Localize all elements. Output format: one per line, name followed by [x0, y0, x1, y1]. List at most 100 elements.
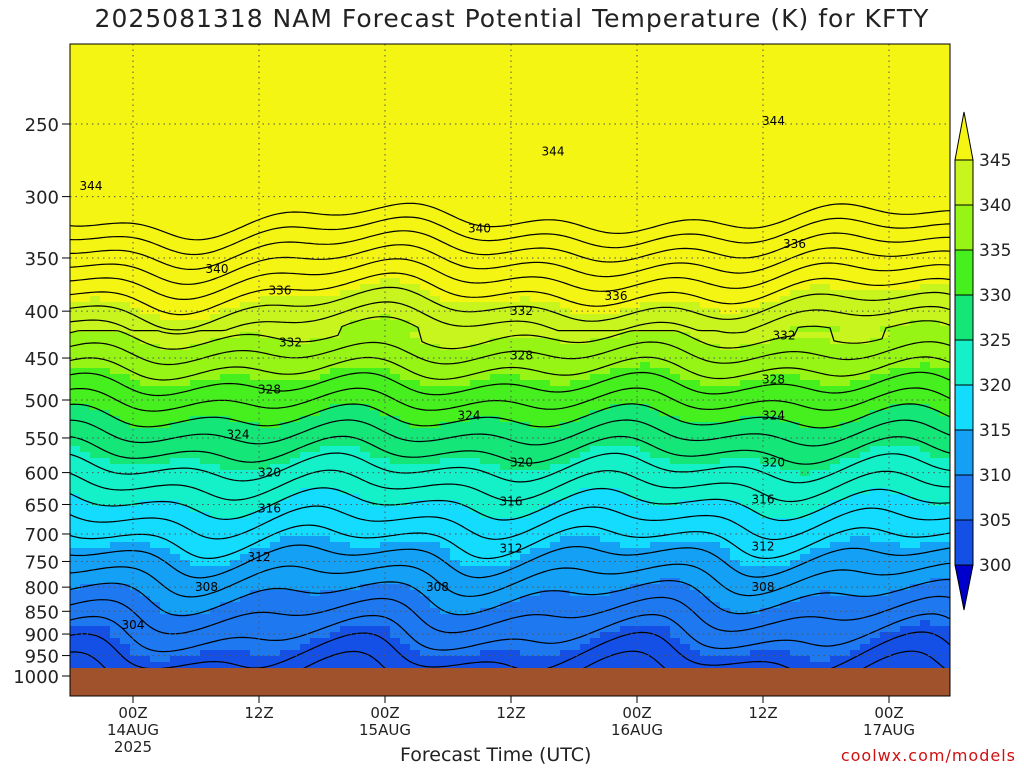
- band-cell: [490, 332, 501, 339]
- band-cell: [70, 494, 81, 501]
- band-cell: [400, 644, 411, 651]
- band-cell: [500, 134, 511, 141]
- band-cell: [500, 320, 511, 327]
- band-cell: [180, 416, 191, 423]
- band-cell: [490, 506, 501, 513]
- band-cell: [290, 86, 301, 93]
- band-cell: [240, 638, 251, 645]
- band-cell: [80, 272, 91, 279]
- band-cell: [460, 200, 471, 207]
- band-cell: [470, 458, 481, 465]
- band-cell: [490, 224, 501, 231]
- band-cell: [460, 92, 471, 99]
- band-cell: [290, 662, 301, 669]
- band-cell: [310, 320, 321, 327]
- band-cell: [190, 434, 201, 441]
- band-cell: [460, 590, 471, 597]
- band-cell: [330, 248, 341, 255]
- band-cell: [230, 152, 241, 159]
- band-cell: [260, 194, 271, 201]
- band-cell: [390, 98, 401, 105]
- band-cell: [320, 296, 331, 303]
- band-cell: [410, 50, 421, 57]
- band-cell: [190, 392, 201, 399]
- band-cell: [450, 626, 461, 633]
- band-cell: [140, 68, 151, 75]
- band-cell: [160, 146, 171, 153]
- band-cell: [140, 278, 151, 285]
- band-cell: [380, 530, 391, 537]
- band-cell: [220, 296, 231, 303]
- band-cell: [160, 230, 171, 237]
- band-cell: [190, 350, 201, 357]
- band-cell: [480, 68, 491, 75]
- band-cell: [520, 200, 531, 207]
- band-cell: [400, 542, 411, 549]
- band-cell: [180, 398, 191, 405]
- band-cell: [440, 104, 451, 111]
- band-cell: [220, 638, 231, 645]
- band-cell: [300, 200, 311, 207]
- band-cell: [230, 368, 241, 375]
- band-cell: [350, 476, 361, 483]
- band-cell: [430, 110, 441, 117]
- band-cell: [300, 170, 311, 177]
- band-cell: [280, 578, 291, 585]
- band-cell: [430, 410, 441, 417]
- band-cell: [500, 458, 511, 465]
- band-cell: [300, 410, 311, 417]
- band-cell: [130, 278, 141, 285]
- band-cell: [210, 362, 221, 369]
- band-cell: [450, 368, 461, 375]
- band-cell: [220, 248, 231, 255]
- band-cell: [410, 80, 421, 87]
- band-cell: [80, 446, 91, 453]
- band-cell: [170, 620, 181, 627]
- band-cell: [420, 122, 431, 129]
- band-cell: [190, 56, 201, 63]
- band-cell: [360, 356, 371, 363]
- band-cell: [100, 638, 111, 645]
- band-cell: [260, 290, 271, 297]
- band-cell: [390, 254, 401, 261]
- band-cell: [400, 74, 411, 81]
- band-cell: [170, 404, 181, 411]
- band-cell: [180, 392, 191, 399]
- band-cell: [150, 506, 161, 513]
- band-cell: [120, 200, 131, 207]
- band-cell: [170, 614, 181, 621]
- band-cell: [310, 530, 321, 537]
- band-cell: [110, 596, 121, 603]
- band-cell: [140, 608, 151, 615]
- band-cell: [430, 224, 441, 231]
- band-cell: [80, 320, 91, 327]
- band-cell: [150, 296, 161, 303]
- band-cell: [320, 602, 331, 609]
- band-cell: [490, 206, 501, 213]
- band-cell: [270, 206, 281, 213]
- band-cell: [480, 350, 491, 357]
- band-cell: [300, 164, 311, 171]
- band-cell: [200, 368, 211, 375]
- band-cell: [410, 170, 421, 177]
- band-cell: [200, 500, 211, 507]
- band-cell: [470, 50, 481, 57]
- band-cell: [400, 488, 411, 495]
- band-cell: [470, 212, 481, 219]
- band-cell: [70, 542, 81, 549]
- band-cell: [500, 638, 511, 645]
- band-cell: [130, 488, 141, 495]
- band-cell: [350, 500, 361, 507]
- band-cell: [230, 104, 241, 111]
- band-cell: [200, 356, 211, 363]
- band-cell: [190, 248, 201, 255]
- band-cell: [500, 164, 511, 171]
- band-cell: [310, 488, 321, 495]
- band-cell: [510, 344, 521, 351]
- band-cell: [220, 626, 231, 633]
- band-cell: [450, 512, 461, 519]
- band-cell: [200, 98, 211, 105]
- band-cell: [430, 608, 441, 615]
- band-cell: [210, 566, 221, 573]
- band-cell: [150, 140, 161, 147]
